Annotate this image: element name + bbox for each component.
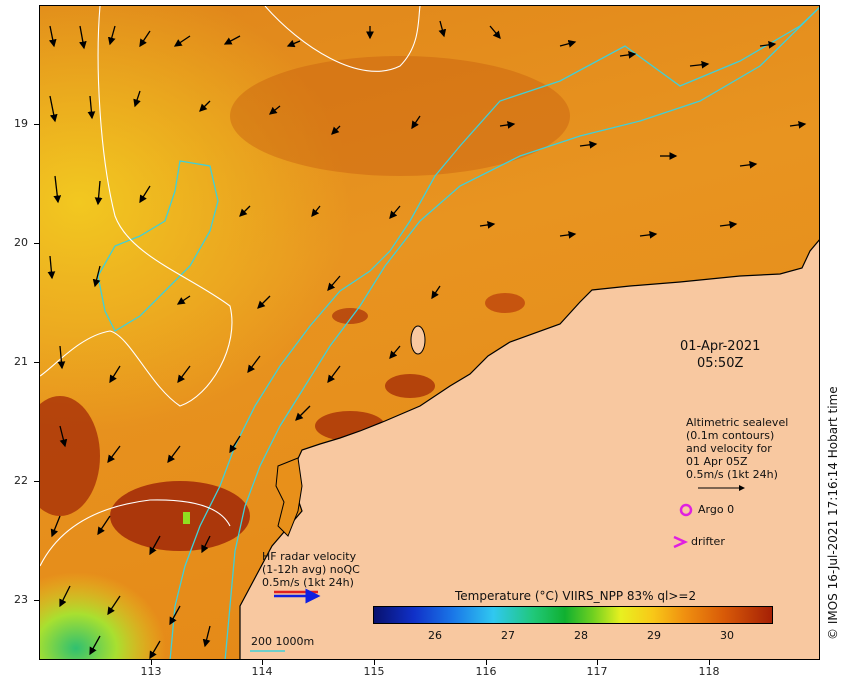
isobath-1000m [224, 7, 819, 659]
colorbar-tick: 26 [428, 629, 442, 642]
map-canvas [40, 6, 819, 659]
colorbar-tick: 27 [501, 629, 515, 642]
hot-patch-4 [385, 374, 435, 398]
y-tick-20 [34, 243, 39, 244]
x-tick-114 [262, 660, 263, 665]
x-tick-117 [597, 660, 598, 665]
timestamp-label: 01-Apr-2021 05:50Z [680, 338, 760, 372]
y-axis-label: 22 [14, 474, 28, 487]
green-argo-marker [183, 512, 190, 524]
hot-patch-6 [485, 293, 525, 313]
y-axis-label: 19 [14, 117, 28, 130]
x-axis-label: 117 [586, 665, 608, 678]
hot-patch-5 [332, 308, 368, 324]
altimetry-legend-text: Altimetric sealevel (0.1m contours) and … [686, 416, 789, 481]
x-axis-label: 113 [140, 665, 162, 678]
drifter-legend-text: drifter [691, 535, 725, 548]
x-tick-118 [709, 660, 710, 665]
y-tick-23 [34, 600, 39, 601]
sst-map [39, 5, 820, 660]
y-axis-label: 20 [14, 236, 28, 249]
temperature-colorbar [373, 606, 773, 624]
contour-2 [40, 6, 233, 407]
contour-3 [40, 499, 231, 567]
x-axis-label: 116 [475, 665, 497, 678]
y-axis-label: 21 [14, 355, 28, 368]
date-text: 01-Apr-2021 [680, 339, 761, 354]
y-tick-19 [34, 124, 39, 125]
x-axis-label: 114 [251, 665, 273, 678]
warm-core-north [230, 56, 570, 176]
x-axis-label: 118 [698, 665, 720, 678]
y-tick-21 [34, 362, 39, 363]
time-text: 05:50Z [697, 356, 744, 371]
x-axis-label: 115 [363, 665, 385, 678]
argo-marker-icon [679, 503, 693, 517]
isobath-200m [169, 7, 819, 659]
hf-radar-legend-text: HF radar velocity (1-12h avg) noQC 0.5m/… [262, 550, 360, 589]
y-axis-label: 23 [14, 593, 28, 606]
x-tick-113 [151, 660, 152, 665]
colorbar-tick: 30 [720, 629, 734, 642]
velocity-vectors [47, 20, 807, 659]
colorbar-tick: 28 [574, 629, 588, 642]
x-tick-115 [374, 660, 375, 665]
colorbar-tick: 29 [647, 629, 661, 642]
y-tick-22 [34, 481, 39, 482]
drifter-marker-icon [673, 535, 689, 549]
contour-1 [264, 6, 421, 72]
isobath-legend-text: 200 1000m [251, 635, 315, 648]
x-tick-116 [486, 660, 487, 665]
peninsula-southwest [275, 457, 303, 537]
island [410, 325, 426, 355]
colorbar-title: Temperature (°C) VIIRS_NPP 83% ql>=2 [455, 589, 697, 603]
argo-legend-text: Argo 0 [698, 503, 735, 516]
isobath-loop [97, 160, 219, 332]
copyright-text: © IMOS 16-Jul-2021 17:16:14 Hobart time [826, 386, 840, 640]
